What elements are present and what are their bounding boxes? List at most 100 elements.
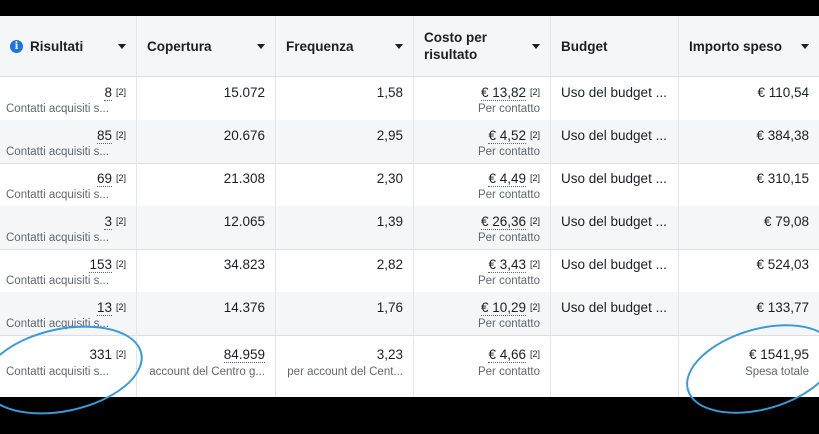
results-count[interactable]: 85	[96, 128, 112, 144]
budget-value[interactable]: Uso del budget ...	[561, 214, 667, 229]
chevron-down-icon[interactable]	[801, 43, 809, 49]
total-results: 331	[89, 347, 112, 362]
total-frequency-cell: 3,23 per account del Cent...	[276, 337, 414, 397]
column-label: Costo per risultato	[424, 30, 488, 62]
reach-value: 14.376	[223, 300, 265, 315]
results-value: 8 [2]	[104, 85, 126, 101]
footnote-marker[interactable]: [2]	[115, 173, 126, 183]
total-spent: € 1541,95	[748, 347, 809, 362]
footnote-marker[interactable]: [2]	[115, 216, 126, 226]
results-cell: 85 [2] Contatti acquisiti s...	[0, 120, 137, 163]
chevron-down-icon[interactable]	[118, 43, 126, 49]
budget-cell: Uso del budget ...	[551, 163, 679, 206]
spent-value: € 79,08	[763, 214, 809, 229]
cost-subtitle: Per contatto	[477, 103, 540, 115]
footnote-marker[interactable]: [2]	[115, 259, 126, 269]
column-header-costo-per-risultato[interactable]: Costo per risultato	[414, 16, 551, 76]
footnote-marker[interactable]: [2]	[529, 87, 540, 97]
total-cost-subtitle: Per contatto	[477, 366, 540, 378]
info-icon[interactable]: i	[10, 39, 23, 53]
column-header-risultati[interactable]: i Risultati	[0, 16, 137, 76]
cost-cell: € 10,29 [2] Per contatto	[414, 292, 551, 335]
cost-value[interactable]: € 4,52	[488, 128, 526, 144]
results-subtitle: Contatti acquisiti s...	[6, 318, 109, 330]
total-cost-cell: € 4,66 [2] Per contatto	[414, 337, 551, 397]
spent-value: € 110,54	[757, 85, 809, 100]
cost-value[interactable]: € 4,49	[488, 171, 526, 187]
chevron-down-icon[interactable]	[395, 43, 403, 49]
results-cell: 3 [2] Contatti acquisiti s...	[0, 206, 137, 249]
results-count[interactable]: 13	[96, 300, 112, 316]
frequency-value: 1,58	[376, 85, 403, 100]
table-row[interactable]: 3 [2] Contatti acquisiti s... 12.065 1,39 € 2…	[0, 206, 819, 250]
reach-cell: 12.065	[137, 206, 276, 249]
results-cell: 153 [2] Contatti acquisiti s...	[0, 249, 137, 292]
chevron-down-icon[interactable]	[532, 43, 540, 49]
column-label: Risultati	[30, 38, 84, 54]
budget-value[interactable]: Uso del budget ...	[561, 128, 667, 143]
budget-value[interactable]: Uso del budget ...	[561, 85, 667, 100]
spent-cell: € 524,03	[679, 249, 819, 292]
footnote-marker[interactable]: [2]	[115, 130, 126, 140]
reach-value: 15.072	[223, 85, 265, 100]
column-header-frequenza[interactable]: Frequenza	[276, 16, 414, 76]
footnote-marker[interactable]: [2]	[115, 349, 126, 359]
results-count[interactable]: 153	[89, 257, 112, 273]
column-header-budget[interactable]: Budget	[551, 16, 679, 76]
footnote-marker[interactable]: [2]	[115, 302, 126, 312]
table-row[interactable]: 153 [2] Contatti acquisiti s... 34.823 2,82 €…	[0, 249, 819, 293]
results-count[interactable]: 3	[104, 214, 112, 230]
table-row[interactable]: 85 [2] Contatti acquisiti s... 20.676 2,95 € …	[0, 120, 819, 164]
footnote-marker[interactable]: [2]	[529, 302, 540, 312]
cost-value[interactable]: € 10,29	[480, 300, 526, 316]
total-spent-cell: € 1541,95 Spesa totale	[679, 337, 819, 397]
budget-value[interactable]: Uso del budget ...	[561, 257, 667, 272]
footnote-marker[interactable]: [2]	[529, 173, 540, 183]
cost-value[interactable]: € 3,43	[488, 257, 526, 273]
spent-cell: € 79,08	[679, 206, 819, 249]
column-header-importo-speso[interactable]: Importo speso	[679, 16, 819, 76]
results-subtitle: Contatti acquisiti s...	[6, 189, 109, 201]
table-header: i Risultati Copertura Frequenza Costo pe…	[0, 16, 819, 77]
total-cost[interactable]: € 4,66	[488, 347, 526, 363]
budget-cell: Uso del budget ...	[551, 206, 679, 249]
cost-value[interactable]: € 26,36	[480, 214, 526, 230]
results-value: 85 [2]	[96, 128, 126, 144]
footnote-marker[interactable]: [2]	[115, 87, 126, 97]
results-count[interactable]: 69	[96, 171, 112, 187]
cost-value[interactable]: € 13,82	[480, 85, 526, 101]
reach-value: 21.308	[223, 171, 265, 186]
budget-value[interactable]: Uso del budget ...	[561, 300, 667, 315]
reach-cell: 14.376	[137, 292, 276, 335]
results-cell: 69 [2] Contatti acquisiti s...	[0, 163, 137, 206]
total-reach[interactable]: 84.959	[223, 347, 265, 363]
cost-subtitle: Per contatto	[477, 275, 540, 287]
cost-subtitle: Per contatto	[477, 318, 540, 330]
results-cell: 8 [2] Contatti acquisiti s...	[0, 77, 137, 120]
cost-cell: € 13,82 [2] Per contatto	[414, 77, 551, 120]
budget-cell: Uso del budget ...	[551, 120, 679, 163]
results-count[interactable]: 8	[104, 85, 112, 101]
column-header-copertura[interactable]: Copertura	[137, 16, 276, 76]
total-reach-subtitle: account del Centro g...	[149, 366, 265, 378]
table-row[interactable]: 8 [2] Contatti acquisiti s... 15.072 1,58 € 1…	[0, 77, 819, 121]
footnote-marker[interactable]: [2]	[529, 130, 540, 140]
ads-results-table: i Risultati Copertura Frequenza Costo pe…	[0, 16, 819, 397]
results-subtitle: Contatti acquisiti s...	[6, 275, 109, 287]
total-spent-subtitle: Spesa totale	[745, 366, 809, 378]
total-frequency-subtitle: per account del Cent...	[287, 366, 403, 378]
reach-value: 20.676	[223, 128, 265, 143]
reach-cell: 15.072	[137, 77, 276, 120]
chevron-down-icon[interactable]	[257, 43, 265, 49]
footnote-marker[interactable]: [2]	[529, 349, 540, 359]
column-label: Importo speso	[689, 38, 783, 54]
results-value: 153 [2]	[89, 257, 126, 273]
footnote-marker[interactable]: [2]	[529, 259, 540, 269]
footnote-marker[interactable]: [2]	[529, 216, 540, 226]
table-row[interactable]: 69 [2] Contatti acquisiti s... 21.308 2,30 € …	[0, 163, 819, 207]
budget-value[interactable]: Uso del budget ...	[561, 171, 667, 186]
reach-cell: 20.676	[137, 120, 276, 163]
results-value: 3 [2]	[104, 214, 126, 230]
cost-subtitle: Per contatto	[477, 232, 540, 244]
table-row[interactable]: 13 [2] Contatti acquisiti s... 14.376 1,76 € …	[0, 292, 819, 336]
